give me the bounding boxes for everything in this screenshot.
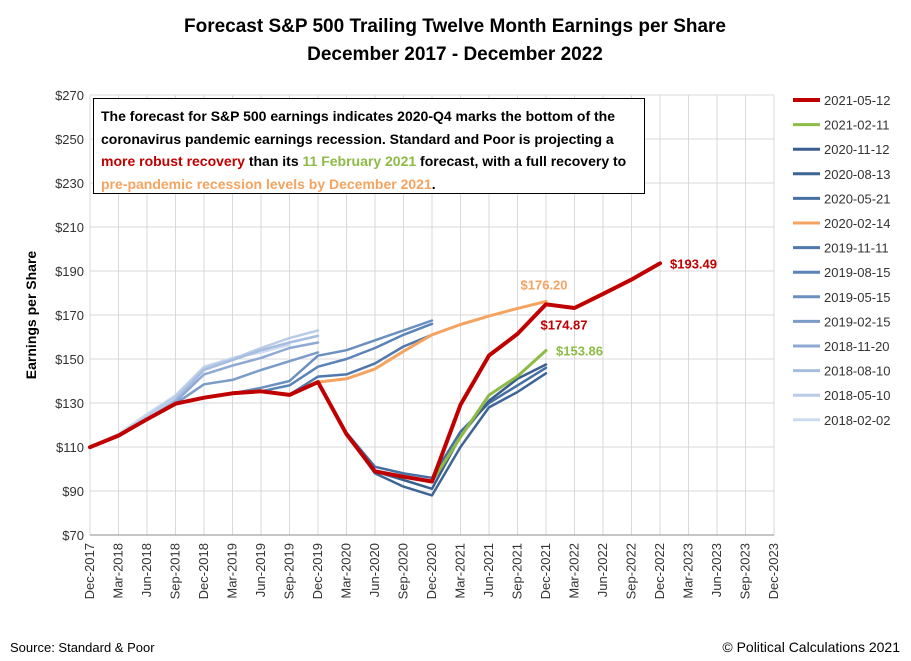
legend-label-2019-08-15: 2019-08-15: [824, 265, 891, 280]
y-tick-label: $130: [55, 396, 84, 411]
x-tick-label: Dec-2018: [196, 543, 211, 599]
legend-label-2020-11-12: 2020-11-12: [824, 142, 890, 157]
x-axis-ticks: Dec-2017 Mar-2018 Jun-2018 Sep-2018 Dec-2018…: [82, 543, 781, 599]
legend-label-2018-08-10: 2018-08-10: [824, 364, 891, 379]
x-tick-label: Sep-2019: [282, 543, 297, 599]
annotation-box: The forecast for S&P 500 earnings indica…: [93, 98, 645, 194]
legend-background: [779, 82, 905, 472]
x-tick-label: Sep-2023: [738, 543, 753, 599]
x-tick-label: Dec-2023: [766, 543, 781, 599]
y-tick-label: $250: [55, 132, 84, 147]
legend-label-2019-11-11: 2019-11-11: [824, 241, 889, 256]
legend: 2021-05-12 2021-02-11 2020-11-12 2020-08-13…: [779, 82, 905, 472]
y-tick-label: $90: [62, 484, 84, 499]
note-highlight-date: 11 February 2021: [302, 153, 417, 169]
x-tick-label: Mar-2023: [681, 543, 696, 599]
legend-label-2020-05-21: 2020-05-21: [824, 191, 891, 206]
callout-19349: $193.49: [670, 256, 717, 271]
note-highlight-prepandemic: pre-pandemic recession levels by Decembe…: [101, 175, 432, 192]
x-tick-label: Jun-2021: [481, 543, 496, 597]
legend-label-2018-11-20: 2018-11-20: [824, 339, 890, 354]
legend-label-2020-02-14: 2020-02-14: [824, 216, 891, 231]
x-tick-label: Sep-2018: [168, 543, 183, 599]
y-tick-label: $190: [55, 264, 84, 279]
x-tick-label: Mar-2022: [567, 543, 582, 599]
x-tick-label: Jun-2023: [709, 543, 724, 597]
series-lines: [88, 261, 662, 497]
legend-label-2018-05-10: 2018-05-10: [824, 388, 891, 403]
series-line-2018-02-02: [88, 343, 291, 449]
x-tick-label: Jun-2022: [595, 543, 610, 597]
x-tick-label: Jun-2019: [253, 543, 268, 597]
note-text-2: than its: [244, 153, 303, 169]
source-note: Source: Standard & Poor: [10, 640, 155, 655]
legend-label-2019-05-15: 2019-05-15: [824, 290, 891, 305]
copyright-note: © Political Calculations 2021: [722, 639, 900, 655]
data-callouts: $193.49 $176.20 $174.87 $153.86: [521, 256, 718, 358]
y-tick-label: $110: [56, 440, 84, 455]
y-tick-label: $230: [55, 176, 84, 191]
legend-label-2021-02-11: 2021-02-11: [824, 118, 890, 133]
y-tick-label: $150: [55, 352, 84, 367]
x-tick-label: Dec-2020: [424, 543, 439, 599]
x-tick-label: Sep-2021: [510, 543, 525, 599]
x-tick-label: Dec-2017: [82, 543, 97, 599]
legend-label-2020-08-13: 2020-08-13: [824, 167, 891, 182]
callout-17620: $176.20: [521, 277, 568, 292]
y-tick-label: $70: [62, 528, 84, 543]
x-tick-label: Sep-2020: [396, 543, 411, 599]
x-tick-label: Dec-2019: [310, 543, 325, 599]
note-text-4: .: [431, 175, 436, 192]
x-tick-label: Mar-2020: [339, 543, 354, 599]
x-tick-label: Sep-2022: [624, 543, 639, 599]
x-tick-label: Jun-2020: [367, 543, 382, 597]
legend-label-2019-02-15: 2019-02-15: [824, 314, 891, 329]
y-tick-label: $170: [55, 308, 84, 323]
chart-subtitle: December 2017 - December 2022: [307, 44, 603, 65]
y-axis-ticks: $70 $90 $110 $130 $150 $170 $190 $210 $230 $250 $2…: [55, 88, 84, 543]
callout-15386: $153.86: [556, 344, 603, 359]
x-tick-label: Mar-2018: [111, 543, 126, 599]
note-text-3: forecast, with a full recovery to: [416, 153, 627, 169]
legend-label-2021-05-12: 2021-05-12: [824, 93, 891, 108]
callout-17487: $174.87: [541, 317, 588, 332]
note-highlight-robust: more robust recovery: [101, 153, 245, 169]
y-tick-label: $210: [55, 220, 84, 235]
note-text-1: The forecast for S&P 500 earnings indica…: [101, 108, 616, 147]
legend-label-2018-02-02: 2018-02-02: [824, 413, 891, 428]
y-axis-label: Earnings per Share: [23, 251, 39, 380]
x-tick-label: Mar-2021: [453, 543, 468, 599]
x-tick-label: Mar-2019: [225, 543, 240, 599]
x-tick-label: Dec-2021: [538, 543, 553, 599]
y-tick-label: $270: [55, 88, 84, 103]
series-line-2021-05-12: [88, 261, 662, 484]
x-tick-label: Jun-2018: [139, 543, 154, 597]
x-tick-label: Dec-2022: [652, 543, 667, 599]
chart-title: Forecast S&P 500 Trailing Twelve Month E…: [184, 16, 726, 37]
